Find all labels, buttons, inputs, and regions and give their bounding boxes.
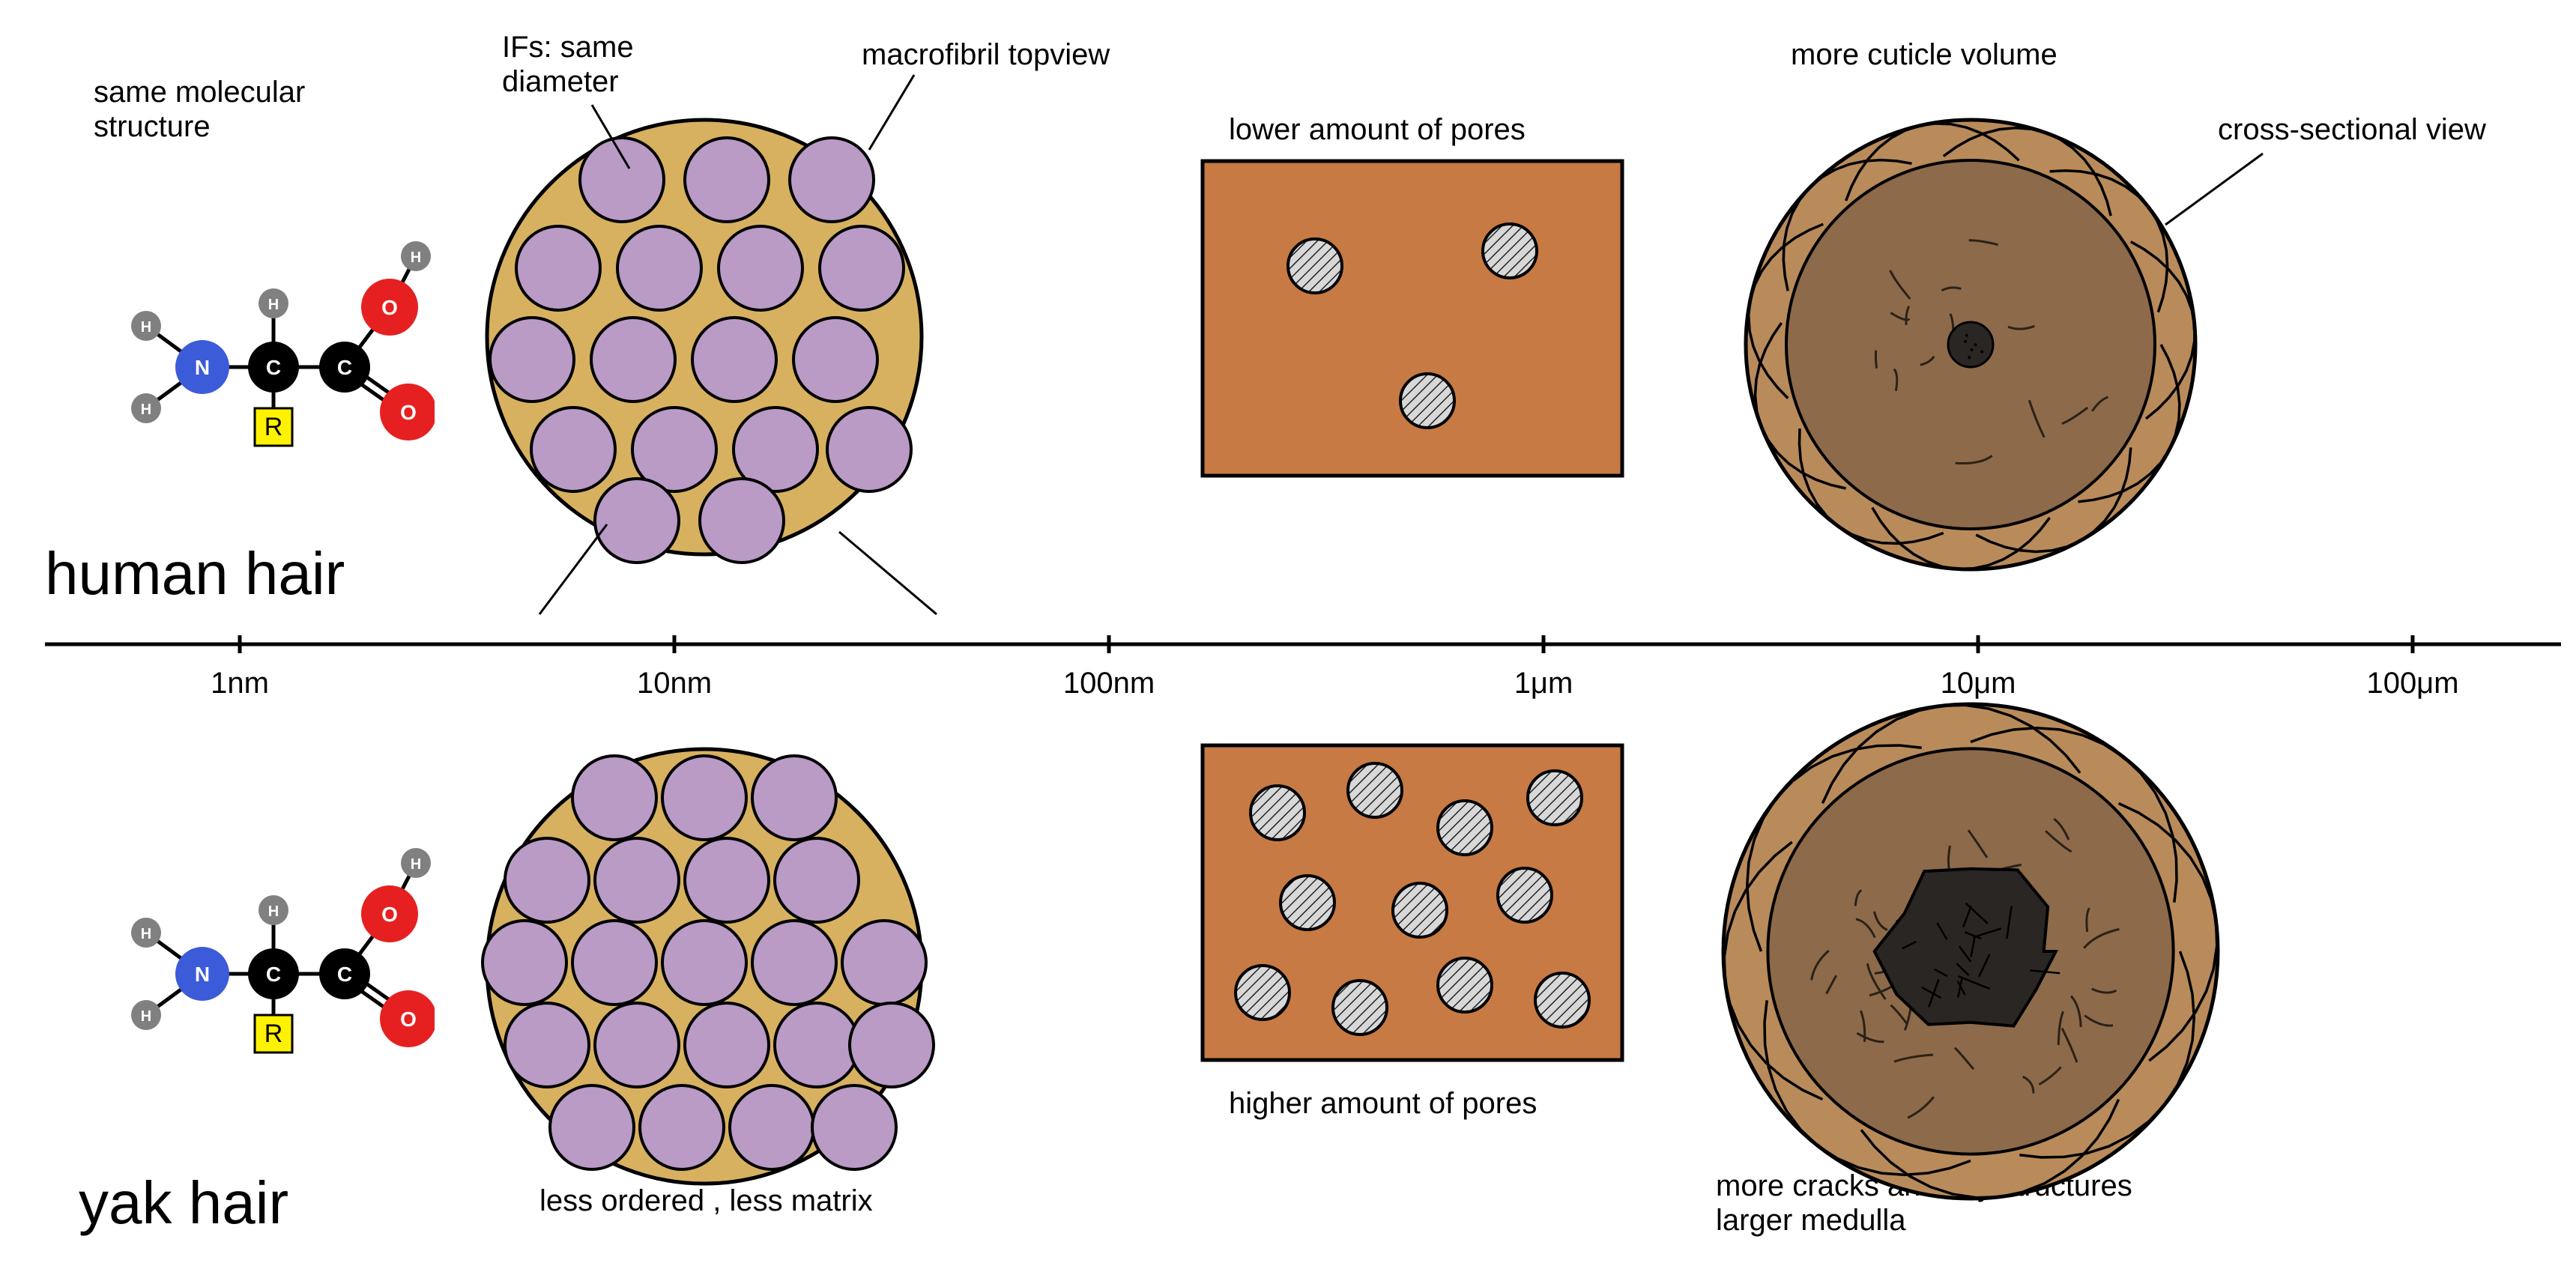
pores-yak <box>1199 742 1648 1086</box>
tick-5: 100μm <box>2366 667 2458 700</box>
macrofibril-human <box>442 75 967 599</box>
svg-text:H: H <box>411 856 421 873</box>
pores-human <box>1199 157 1648 502</box>
svg-text:H: H <box>141 926 151 942</box>
svg-text:N: N <box>195 356 210 379</box>
label-yak-hair: yak hair <box>79 1169 288 1238</box>
svg-text:H: H <box>268 297 279 313</box>
macrofibril-yak <box>442 704 967 1229</box>
svg-text:H: H <box>141 402 151 418</box>
svg-text:H: H <box>141 319 151 336</box>
label-same-molecular: same molecular structure <box>94 75 305 144</box>
hair-comparison-diagram: same molecular structure IFs: same diame… <box>15 15 2576 1248</box>
label-lower-pores: lower amount of pores <box>1229 112 1526 147</box>
label-human-hair: human hair <box>45 539 345 608</box>
svg-text:C: C <box>266 356 281 379</box>
svg-text:H: H <box>268 903 279 920</box>
molecule-human: R N C C O O H H H H <box>60 202 435 502</box>
tick-3: 1μm <box>1514 667 1573 700</box>
label-macrofibril-topview: macrofibril topview <box>862 37 1110 72</box>
tick-2: 100nm <box>1063 667 1155 700</box>
svg-text:H: H <box>411 249 421 266</box>
tick-0: 1nm <box>211 667 269 700</box>
molecule-yak: R N C C O O H H H H <box>60 809 435 1109</box>
label-more-cuticle: more cuticle volume <box>1791 37 2058 72</box>
svg-text:O: O <box>381 903 398 926</box>
label-cross-sectional: cross-sectional view <box>2218 112 2486 147</box>
svg-text:R: R <box>264 413 283 441</box>
tick-1: 10nm <box>637 667 712 700</box>
svg-text:C: C <box>337 356 352 379</box>
svg-text:R: R <box>264 1020 283 1048</box>
svg-text:N: N <box>195 963 210 986</box>
svg-text:C: C <box>266 963 281 986</box>
crosssection-human <box>1708 82 2233 607</box>
svg-text:O: O <box>400 401 417 424</box>
label-higher-pores: higher amount of pores <box>1229 1086 1537 1121</box>
crosssection-yak <box>1686 667 2255 1236</box>
svg-text:C: C <box>337 963 352 986</box>
svg-text:O: O <box>381 296 398 319</box>
svg-text:O: O <box>400 1008 417 1031</box>
svg-text:H: H <box>141 1008 151 1025</box>
